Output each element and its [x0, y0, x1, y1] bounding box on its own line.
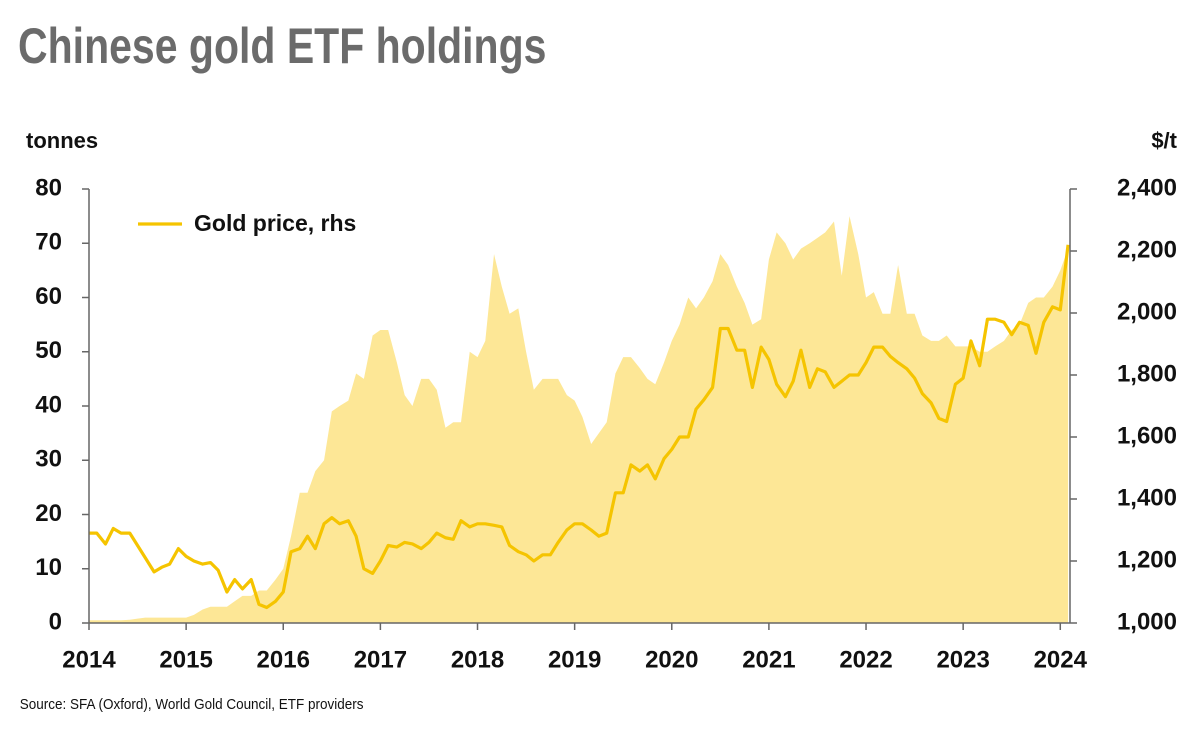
y2-tick-label: 1,200 — [1117, 546, 1177, 573]
y-tick-label: 40 — [35, 391, 62, 418]
legend-label: Gold price, rhs — [194, 210, 356, 236]
y2-tick-label: 2,000 — [1117, 298, 1177, 325]
y2-tick-label: 1,600 — [1117, 422, 1177, 449]
y2-tick-label: 1,800 — [1117, 360, 1177, 387]
y-tick-label: 0 — [49, 608, 62, 635]
x-tick-label: 2018 — [451, 646, 504, 673]
gold-price-line — [89, 244, 1070, 610]
y2-tick-label: 2,200 — [1117, 236, 1177, 263]
x-tick-label: 2019 — [548, 646, 601, 673]
y-tick-label: 20 — [35, 500, 62, 527]
y2-tick-label: 2,400 — [1117, 174, 1177, 201]
y-tick-label: 10 — [35, 554, 62, 581]
x-tick-label: 2020 — [645, 646, 698, 673]
y-tick-label: 30 — [35, 446, 62, 473]
x-tick-label: 2024 — [1034, 646, 1088, 673]
y2-tick-label: 1,400 — [1117, 484, 1177, 511]
x-tick-label: 2023 — [936, 646, 989, 673]
x-tick-label: 2014 — [62, 646, 116, 673]
y2-axis-label: $/t — [1151, 128, 1177, 153]
y-tick-label: 70 — [35, 229, 62, 256]
y-axis-label: tonnes — [26, 128, 98, 153]
x-tick-label: 2015 — [159, 646, 212, 673]
x-tick-label: 2022 — [839, 646, 892, 673]
source-note: Source: SFA (Oxford), World Gold Council… — [20, 696, 364, 713]
x-tick-label: 2017 — [354, 646, 407, 673]
y2-tick-label: 1,000 — [1117, 608, 1177, 635]
holdings-area — [89, 216, 1069, 623]
y-tick-label: 50 — [35, 337, 62, 364]
y-tick-label: 80 — [35, 174, 62, 201]
y-tick-label: 60 — [35, 283, 62, 310]
x-tick-label: 2021 — [742, 646, 795, 673]
chart-title: Chinese gold ETF holdings — [18, 18, 546, 74]
x-tick-label: 2016 — [257, 646, 310, 673]
